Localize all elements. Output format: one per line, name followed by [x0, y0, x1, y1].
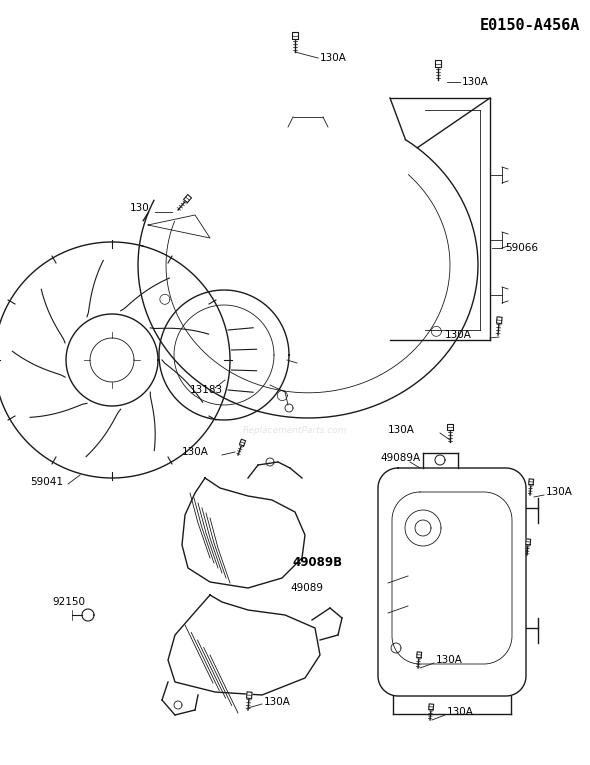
Text: 130A: 130A	[462, 77, 489, 87]
Polygon shape	[292, 32, 298, 39]
Text: E0150-A456A: E0150-A456A	[480, 18, 580, 33]
Polygon shape	[497, 317, 502, 324]
Text: 59041: 59041	[30, 477, 63, 487]
Polygon shape	[240, 439, 245, 446]
Text: 130A: 130A	[182, 447, 209, 457]
Text: 49089B: 49089B	[292, 555, 342, 568]
Text: 130A: 130A	[436, 655, 463, 665]
Text: 130: 130	[130, 203, 150, 213]
Text: 13183: 13183	[190, 385, 223, 395]
Text: 92150: 92150	[52, 597, 85, 607]
Text: 130A: 130A	[320, 53, 347, 63]
Polygon shape	[429, 704, 434, 710]
Text: 130A: 130A	[264, 697, 291, 707]
Polygon shape	[183, 194, 192, 203]
Text: 59066: 59066	[505, 243, 538, 253]
Text: 130A: 130A	[388, 425, 415, 435]
Text: 130A: 130A	[546, 487, 573, 497]
Text: 130A: 130A	[445, 330, 472, 340]
Polygon shape	[526, 539, 530, 545]
Polygon shape	[435, 60, 441, 67]
Polygon shape	[417, 652, 422, 658]
Text: 49089A: 49089A	[380, 453, 420, 463]
Text: ReplacementParts.com: ReplacementParts.com	[242, 425, 348, 435]
Text: 49089: 49089	[290, 583, 323, 593]
Text: 130A: 130A	[447, 707, 474, 717]
Polygon shape	[247, 692, 252, 698]
Polygon shape	[529, 479, 533, 485]
Polygon shape	[447, 424, 453, 430]
